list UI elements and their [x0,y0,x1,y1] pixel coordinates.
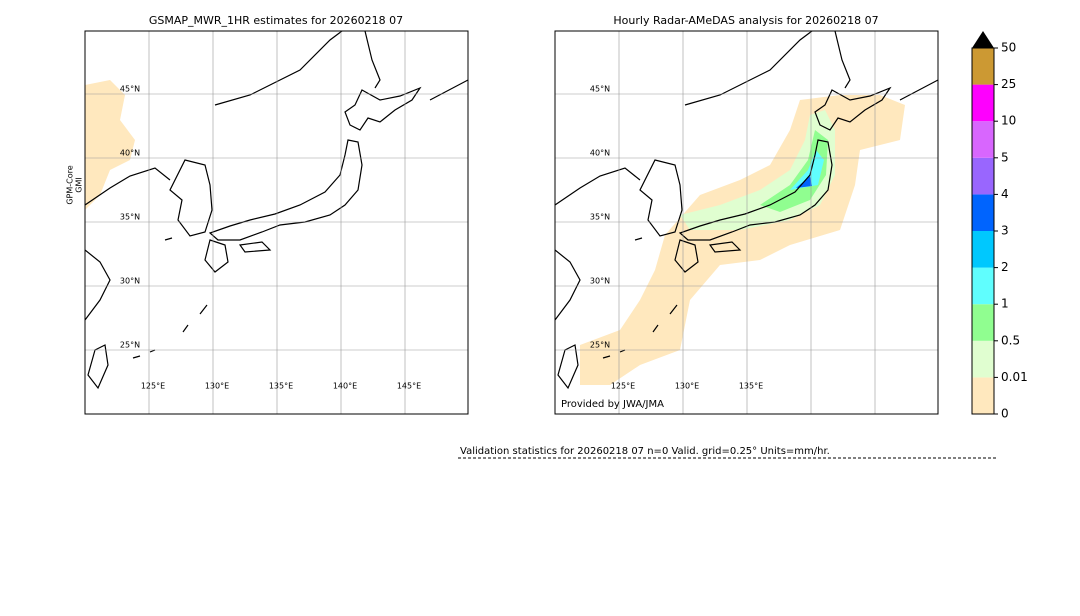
colorbar-segment [972,377,994,414]
colorbar-segment [972,48,994,85]
colorbar-label: 3 [1001,224,1009,238]
left-frame [84,30,469,415]
colorbar-segment [972,340,994,378]
credit: Provided by JWA/JMA [561,399,664,410]
lat-label: 30°N [120,277,140,286]
lat-label: 35°N [120,213,140,222]
colorbar-label: 1 [1001,297,1009,311]
lon-label: 135°E [739,382,763,391]
lat-label: 25°N [590,341,610,350]
colorbar-label: 2 [1001,260,1009,274]
lat-label: 40°N [590,149,610,158]
colorbar-segment [972,157,994,195]
lat-label: 25°N [120,341,140,350]
lat-label: 35°N [590,213,610,222]
lat-label: 45°N [590,85,610,94]
colorbar-segment [972,84,994,122]
lon-label: 125°E [611,382,635,391]
colorbar-label: 50 [1001,41,1016,55]
lon-label: 135°E [269,382,293,391]
colorbar-label: 10 [1001,114,1016,128]
right-frame [554,30,939,415]
colorbar-label: 4 [1001,187,1009,201]
colorbar-label: 0 [1001,407,1009,421]
left-map [85,31,468,414]
side-label: GPM-Core [66,165,75,204]
lon-label: 125°E [141,382,165,391]
lat-label: 30°N [590,277,610,286]
colorbar-label: 0.5 [1001,333,1020,347]
right-map [555,31,938,414]
lon-label: 130°E [675,382,699,391]
colorbar-label: 25 [1001,77,1016,91]
lon-label: 140°E [333,382,357,391]
colorbar-label: 5 [1001,150,1009,164]
panel-title: GSMAP_MWR_1HR estimates for 20260218 07 [149,14,403,27]
lon-label: 145°E [397,382,421,391]
lon-label: 130°E [205,382,229,391]
side-label: GMI [75,177,84,192]
colorbar-segment [972,231,994,268]
colorbar: 0 0.01 0.5 1 2 3 4 5 10 25 50 [971,31,1028,421]
colorbar-segment [972,267,994,305]
colorbar-segment [972,194,994,231]
panel-title: Hourly Radar-AMeDAS analysis for 2026021… [613,14,878,27]
validation-stats: Validation statistics for 20260218 07 n=… [460,446,830,457]
colorbar-segment [972,121,994,158]
colorbar-segment [972,304,994,341]
lat-label: 45°N [120,85,140,94]
colorbar-extend [972,31,994,48]
colorbar-label: 0.01 [1001,370,1028,384]
lat-label: 40°N [120,149,140,158]
